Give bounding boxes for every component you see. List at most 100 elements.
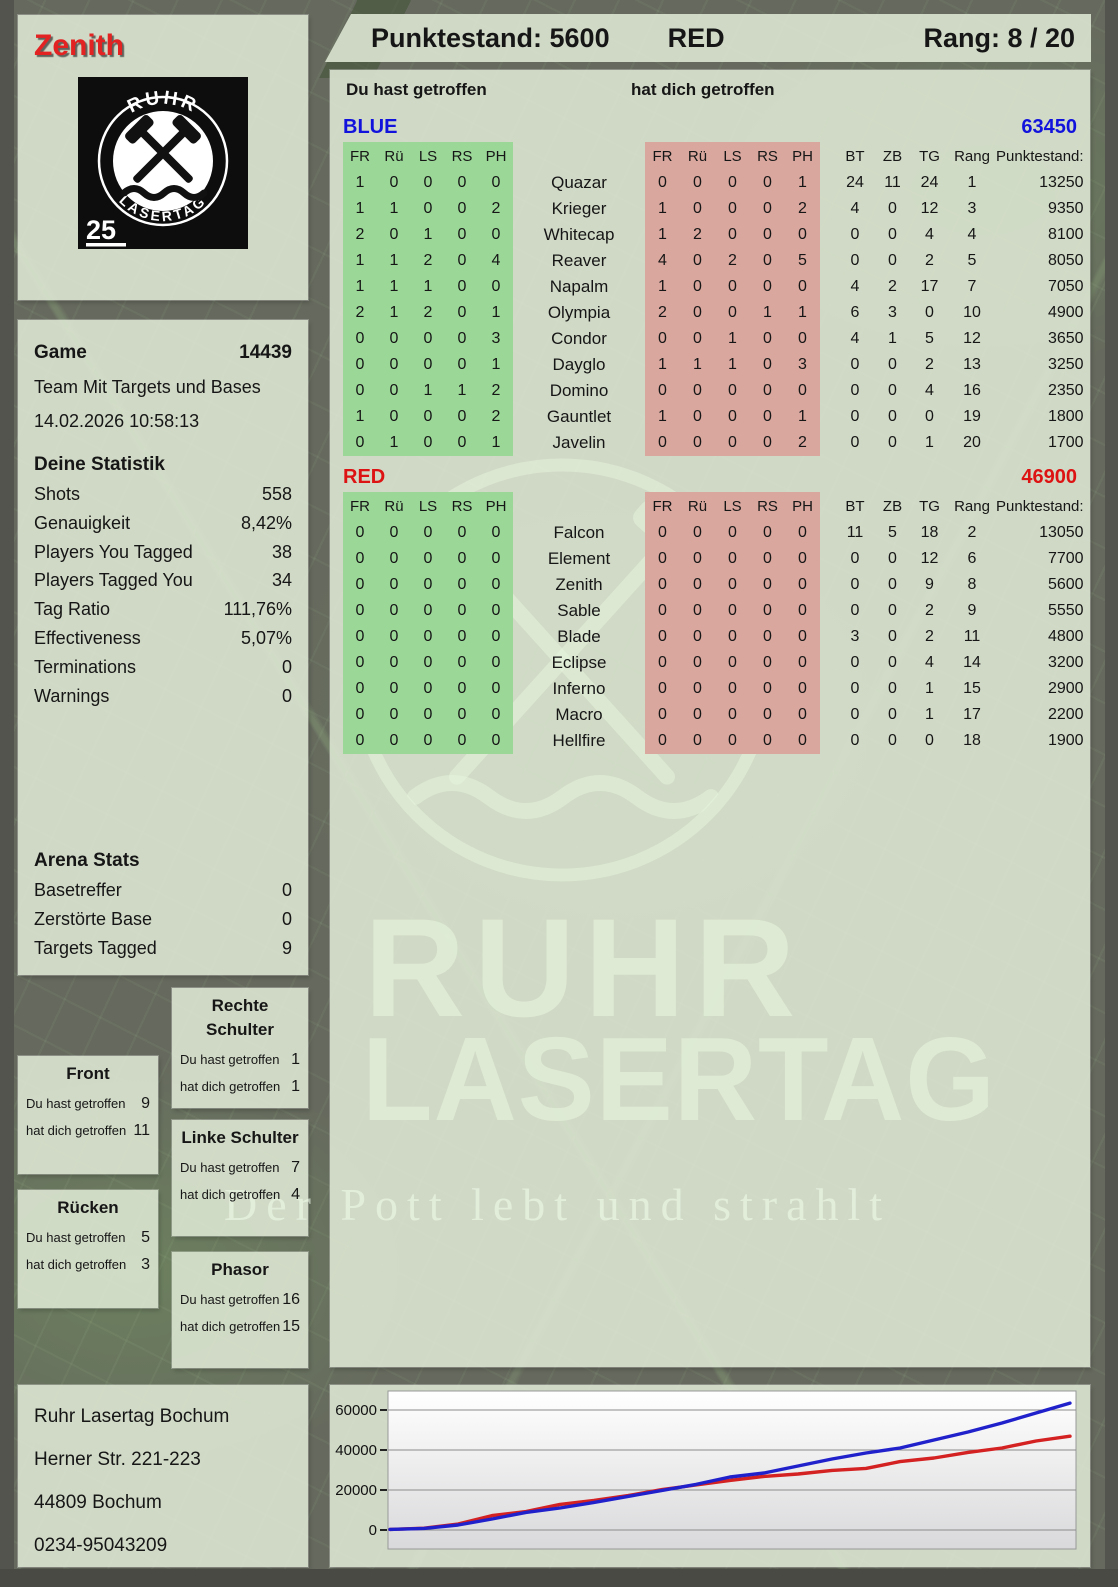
dich-hit-cell: 0: [680, 728, 715, 754]
dich-hit-cell: 0: [715, 520, 750, 546]
stat-value: 8,42%: [240, 512, 292, 533]
rang-cell: 17: [963, 706, 981, 723]
zone-du-value: 7: [291, 1159, 300, 1176]
tg-cell: 1: [925, 680, 934, 697]
dich-hit-cell: 0: [785, 676, 820, 702]
col-header: LS: [411, 142, 445, 170]
punktestand-cell: 13250: [1039, 174, 1084, 191]
wave-icon: [120, 185, 208, 201]
player-name-cell: Quazar: [551, 173, 607, 192]
hit-zone-box: Linke Schulter Du hast getroffen 7 hat dich…: [172, 1120, 308, 1236]
rang-cell: 13: [963, 356, 981, 373]
dich-hit-cell: 2: [715, 248, 750, 274]
zone-dich-label: hat dich getroffen: [180, 1187, 281, 1202]
punktestand-cell: 4800: [1047, 628, 1084, 645]
rang-cell: 10: [963, 304, 981, 321]
zone-dich-value: 1: [291, 1078, 300, 1095]
stat-value: 34: [271, 570, 292, 591]
du-hit-cell: 2: [411, 300, 445, 326]
du-hit-cell: 0: [377, 378, 411, 404]
hit-zone-box: Phasor Du hast getroffen 16 hat dich getrof…: [172, 1252, 308, 1368]
bt-cell: 6: [850, 304, 860, 321]
col-header: FR: [645, 142, 680, 170]
dich-hit-cell: 0: [645, 520, 680, 546]
du-hit-cell: 0: [377, 676, 411, 702]
stat-value: 0: [281, 685, 292, 706]
du-hit-cell: 1: [411, 378, 445, 404]
dich-hit-cell: 0: [645, 430, 680, 456]
game-row: Game 14439: [34, 336, 292, 370]
bt-cell: 3: [850, 628, 860, 645]
dich-hit-cell: 1: [645, 196, 680, 222]
du-hit-cell: 0: [343, 650, 377, 676]
du-hit-cell: 0: [445, 300, 479, 326]
stat-value: 5,07%: [240, 627, 292, 648]
tg-cell: 0: [925, 304, 934, 321]
dich-hit-cell: 0: [645, 676, 680, 702]
zone-title: Phasor: [211, 1260, 269, 1279]
stat-label: Shots: [34, 484, 81, 504]
zb-cell: 0: [888, 732, 897, 749]
dich-hit-cell: 0: [785, 702, 820, 728]
team-total-score: 63450: [1021, 116, 1077, 138]
zone-dich-row: hat dich getroffen 4: [180, 1186, 300, 1204]
rang-cell: 9: [967, 602, 977, 619]
stat-row: Shots 558: [34, 480, 292, 509]
punktestand-cell: 2200: [1047, 706, 1084, 723]
du-hit-cell: 2: [411, 248, 445, 274]
stat-row: Genauigkeit 8,42%: [34, 509, 292, 538]
col-header: LS: [715, 492, 750, 520]
dich-hit-cell: 0: [715, 274, 750, 300]
rang-cell: 18: [963, 732, 981, 749]
du-hit-cell: 0: [445, 702, 479, 728]
du-hit-cell: 0: [411, 598, 445, 624]
team-section: RED 46900 FR Rü LS RS PH FR Rü LS RS PH BT ZB TG Rang Pu…: [343, 462, 1084, 754]
du-hit-cell: 1: [377, 196, 411, 222]
score-progress-chart: 0 20000 40000 60000: [330, 1385, 1090, 1572]
du-hit-cell: 1: [377, 274, 411, 300]
col-header: Rü: [377, 492, 411, 520]
punktestand-cell: 9350: [1047, 200, 1084, 217]
zb-cell: 0: [888, 550, 897, 567]
zb-cell: 0: [888, 576, 897, 593]
punktestand-cell: 1700: [1047, 434, 1084, 451]
spacer: [820, 520, 836, 546]
dich-hit-cell: 0: [785, 222, 820, 248]
spacer: [820, 170, 836, 196]
du-hit-cell: 1: [411, 274, 445, 300]
bt-cell: 0: [850, 550, 860, 567]
rang-cell: 3: [967, 200, 977, 217]
rang-cell: 19: [963, 408, 981, 425]
player-name-cell: Whitecap: [543, 225, 615, 244]
dich-hit-cell: 0: [680, 430, 715, 456]
arena-stats-title: Arena Stats: [34, 850, 140, 872]
rang-cell: 11: [963, 628, 981, 645]
dich-hit-cell: 0: [645, 326, 680, 352]
dich-hit-cell: 0: [645, 624, 680, 650]
zb-cell: 5: [888, 524, 897, 541]
zone-du-row: Du hast getroffen 9: [26, 1095, 150, 1113]
dich-hit-cell: 1: [645, 222, 680, 248]
rang-cell: 20: [963, 434, 981, 451]
stat-value: 0: [281, 656, 292, 677]
zb-cell: 0: [888, 680, 897, 697]
punktestand-cell: 3250: [1047, 356, 1084, 373]
hit-zone-box: Front Du hast getroffen 9 hat dich getroffe…: [18, 1056, 158, 1174]
bt-cell: 0: [850, 382, 860, 399]
zb-cell: 0: [888, 226, 897, 243]
address-line: Herner Str. 221-223: [34, 1449, 201, 1470]
rang-cell: 6: [967, 550, 977, 567]
col-header: FR: [343, 142, 377, 170]
du-hit-cell: 0: [479, 728, 513, 754]
spacer: [820, 196, 836, 222]
du-hit-cell: 1: [343, 170, 377, 196]
spacer: [820, 728, 836, 754]
du-hit-cell: 0: [411, 170, 445, 196]
col-header: RS: [750, 142, 785, 170]
dich-hit-cell: 0: [750, 728, 785, 754]
du-hit-cell: 0: [343, 430, 377, 456]
dich-hit-cell: 0: [645, 650, 680, 676]
bt-cell: 0: [850, 408, 860, 425]
stat-label: Effectiveness: [34, 627, 141, 648]
team-name: BLUE: [343, 116, 398, 138]
